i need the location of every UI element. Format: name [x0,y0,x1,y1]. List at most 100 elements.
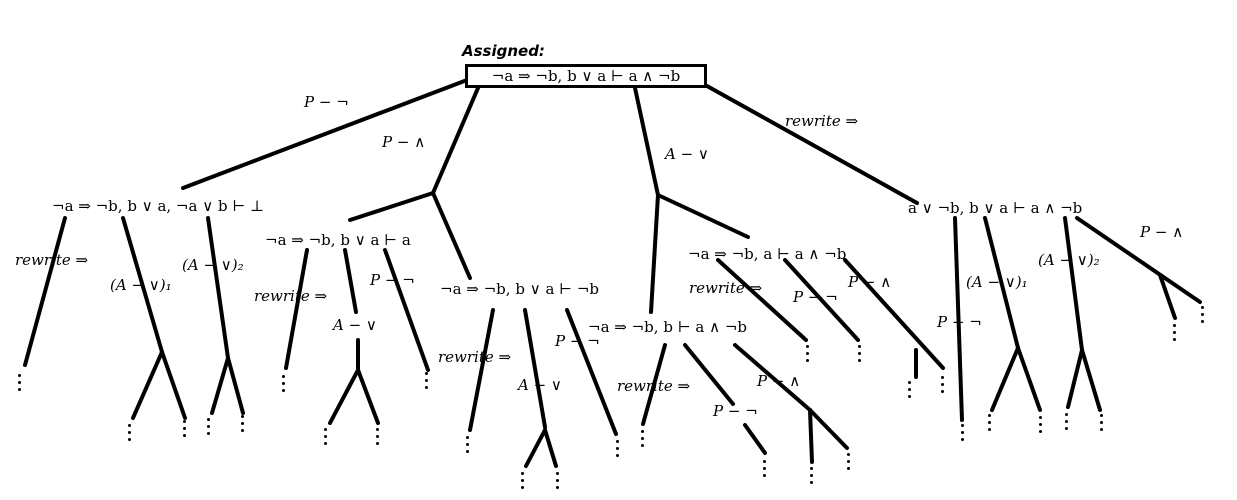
rule-label-a-or: A − ∨ [333,316,377,334]
edge [524,428,547,468]
edge [1158,273,1177,320]
rule-label-p-and: P − ∧ [382,133,426,151]
edge [683,343,735,406]
edge [343,248,358,314]
edge [633,86,660,197]
rule-label-rewrite: rewrite ⇒ [617,377,691,395]
continuation-ellipsis [241,415,245,435]
continuation-ellipsis [806,345,810,365]
edge [843,258,945,370]
edge [641,343,667,426]
continuation-ellipsis [1100,414,1104,434]
sequent-s4: ¬a ⇒ ¬b, a ⊢ a ∧ ¬b [688,245,847,263]
continuation-ellipsis [941,376,945,396]
rule-label-p-neg: P − ¬ [937,313,982,331]
edge [210,356,230,415]
edge [808,408,849,450]
edge [383,248,430,372]
rule-label-a-or-2: (A − ∨)₂ [1038,251,1100,269]
rule-label-p-neg: P − ¬ [793,288,838,306]
continuation-ellipsis [128,424,132,444]
continuation-ellipsis [466,436,470,456]
edge [705,84,919,205]
edge [23,216,67,367]
assigned-heading: Assigned: [462,42,545,60]
edge [431,191,472,280]
root-sequent: ¬a ⇒ ¬b, b ∨ a ⊢ a ∧ ¬b [491,67,681,85]
rule-label-rewrite: rewrite ⇒ [438,348,512,366]
edge [206,216,230,360]
edge [808,408,814,464]
continuation-ellipsis [282,375,286,395]
continuation-ellipsis [18,374,22,394]
sequent-s2: ¬a ⇒ ¬b, b ∨ a ⊢ a [265,231,411,249]
edge [160,350,187,420]
sequent-s1: ¬a ⇒ ¬b, b ∨ a, ¬a ∨ b ⊢ ⊥ [52,197,265,215]
edge [743,423,767,455]
edge [131,350,164,420]
continuation-ellipsis [183,420,187,440]
root-sequent-box: ¬a ⇒ ¬b, b ∨ a ⊢ a ∧ ¬b [465,64,707,88]
rule-label-rewrite: rewrite ⇒ [254,287,328,305]
rule-label-rewrite: rewrite ⇒ [15,251,89,269]
edge [656,193,750,239]
rule-label-a-or: A − ∨ [665,145,709,163]
edge [226,356,245,415]
edge [783,258,860,342]
edge [328,368,360,425]
edge [1080,348,1102,412]
continuation-ellipsis [1173,324,1177,344]
rule-label-p-neg: P − ¬ [713,402,758,420]
rule-label-p-and: P − ∧ [848,273,892,291]
rule-label-p-and: P − ∧ [757,372,801,390]
edge [348,191,435,222]
continuation-ellipsis [858,345,862,365]
sequent-s3: ¬a ⇒ ¬b, b ∨ a ⊢ ¬b [440,280,599,298]
continuation-ellipsis [961,424,965,444]
edge [953,216,964,422]
edge [990,346,1020,412]
edge [543,428,558,468]
edge [716,258,808,342]
continuation-ellipsis [810,467,814,487]
rule-label-a-or-1: (A − ∨)₁ [966,273,1028,291]
edge [284,248,309,370]
edge [181,78,469,190]
sequent-s6: a ∨ ¬b, b ∨ a ⊢ a ∧ ¬b [908,199,1083,217]
edge [523,308,547,429]
rule-label-a-or-2: (A − ∨)₂ [182,256,244,274]
continuation-ellipsis [376,428,380,448]
continuation-ellipsis [988,414,992,434]
edge [1063,216,1084,352]
edge [1066,348,1084,409]
continuation-ellipsis [908,381,912,401]
rule-label-a-or: A − ∨ [518,376,562,394]
continuation-ellipsis [556,472,560,492]
continuation-ellipsis [324,428,328,448]
continuation-ellipsis [1039,416,1043,436]
edge [468,308,495,432]
rule-label-p-neg: P − ¬ [370,271,415,289]
rule-label-p-neg: P − ¬ [555,332,600,350]
continuation-ellipsis [641,430,645,450]
sequent-s5: ¬a ⇒ ¬b, b ⊢ a ∧ ¬b [588,318,747,336]
edge [1075,216,1202,304]
edge [431,86,480,195]
edge [733,343,812,412]
rule-label-rewrite: rewrite ⇒ [785,112,859,130]
edge [983,216,1020,350]
continuation-ellipsis [521,472,525,492]
rule-label-rewrite: rewrite ⇒ [689,279,763,297]
rule-label-p-and: P − ∧ [1140,223,1184,241]
edge [121,216,164,354]
continuation-ellipsis [763,460,767,480]
edge [356,368,380,425]
continuation-ellipsis [207,418,211,438]
continuation-ellipsis [1201,306,1205,326]
rule-label-p-neg: P − ¬ [304,93,349,111]
edge [649,193,660,314]
continuation-ellipsis [847,453,851,473]
edge [565,308,618,436]
